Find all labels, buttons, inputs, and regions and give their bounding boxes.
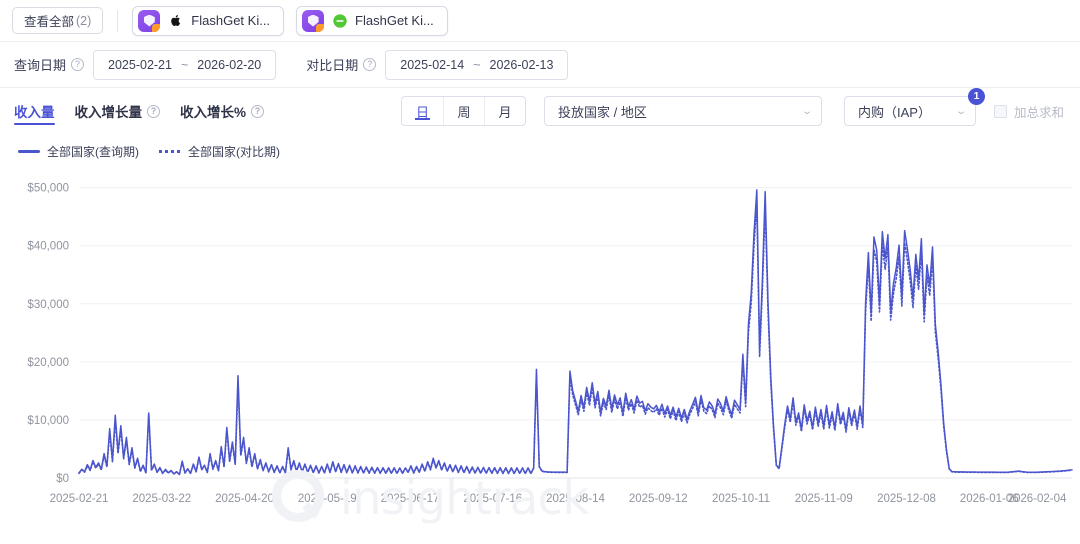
granularity-month[interactable]: 月	[483, 97, 525, 125]
app-chip-android[interactable]: FlashGet Ki...	[296, 5, 448, 36]
range-separator: ~	[473, 57, 481, 72]
legend-item-compare[interactable]: 全部国家(对比期)	[159, 143, 280, 160]
view-all-label: 查看全部	[24, 15, 75, 29]
app-logo-icon	[138, 9, 161, 32]
help-icon[interactable]: ?	[363, 58, 377, 71]
x-axis-tick-label: 2025-11-09	[795, 493, 853, 505]
x-axis-tick-label: 2025-10-11	[712, 493, 770, 505]
help-icon[interactable]: ?	[71, 58, 85, 71]
legend-dotted-swatch-icon	[159, 149, 181, 153]
compare-date-label: 对比日期	[306, 58, 359, 73]
country-region-select[interactable]: 投放国家 / 地区 ⌄	[543, 96, 822, 126]
apple-icon	[167, 12, 184, 29]
metric-tab-bar: 收入量 收入增长量 ? 收入增长% ? 日 周 月 投放国家 / 地区 ⌄ 1 …	[0, 88, 1080, 134]
help-icon[interactable]: ?	[147, 104, 160, 118]
y-axis-tick-label: $40,000	[27, 241, 69, 253]
chevron-down-icon: ⌄	[801, 105, 813, 117]
app-chip-label: FlashGet Ki...	[191, 13, 271, 28]
view-all-button[interactable]: 查看全部 (2)	[12, 7, 104, 34]
granularity-week[interactable]: 周	[442, 97, 484, 125]
granularity-segmented-control: 日 周 月	[400, 96, 526, 126]
date-filter-bar: 查询日期 ? 2025-02-21 ~ 2026-02-20 对比日期 ? 20…	[0, 42, 1080, 88]
x-axis-tick-label: 2025-12-08	[877, 493, 936, 505]
x-axis-tick-label: 2026-02-04	[1008, 493, 1067, 505]
y-axis-tick-label: $0	[56, 473, 69, 485]
sum-total-label: 加总求和	[1013, 105, 1064, 120]
x-axis-tick-label: 2025-09-12	[629, 493, 688, 505]
y-axis-tick-label: $30,000	[27, 299, 69, 311]
tab-label: 收入增长%	[180, 105, 247, 120]
x-axis-tick-label: 2025-02-21	[50, 493, 109, 505]
series-line-query	[78, 189, 1073, 476]
revenue-type-select[interactable]: 1 内购（IAP） ⌄	[843, 88, 985, 126]
y-axis-tick-label: $20,000	[27, 357, 69, 369]
x-axis-tick-label: 2026-01-06	[960, 493, 1019, 505]
help-icon[interactable]: ?	[251, 104, 265, 118]
chart-legend: 全部国家(查询期) 全部国家(对比期)	[0, 134, 1080, 162]
view-all-count: (2)	[76, 13, 92, 28]
query-date-range-picker[interactable]: 2025-02-21 ~ 2026-02-20	[93, 49, 277, 80]
app-chip-label: FlashGet Ki...	[355, 13, 434, 28]
x-axis-tick-label: 2025-08-14	[546, 493, 605, 505]
tab-label: 收入量	[14, 105, 55, 120]
x-axis-tick-label: 2025-04-20	[215, 493, 274, 505]
x-axis-tick-label: 2025-07-16	[463, 493, 522, 505]
y-axis-tick-label: $10,000	[27, 415, 69, 427]
query-date-start: 2025-02-21	[108, 57, 172, 72]
tab-revenue-growth-pct[interactable]: 收入增长% ?	[180, 88, 265, 134]
checkbox-box-icon[interactable]	[993, 104, 1007, 118]
revenue-type-value: 内购（IAP）	[857, 104, 931, 120]
legend-item-query[interactable]: 全部国家(查询期)	[18, 143, 139, 160]
compare-date-range-picker[interactable]: 2025-02-14 ~ 2026-02-13	[385, 49, 569, 80]
country-region-value: 投放国家 / 地区	[557, 104, 647, 120]
app-selector-bar: 查看全部 (2) FlashGet Ki... FlashGet Ki...	[0, 0, 1080, 42]
chevron-down-icon: ⌄	[955, 105, 967, 117]
filter-count-badge: 1	[967, 88, 985, 105]
tab-revenue[interactable]: 收入量	[14, 88, 55, 134]
android-icon	[331, 12, 348, 29]
query-date-label: 查询日期	[14, 58, 67, 73]
x-axis-tick-label: 2025-05-19	[298, 493, 357, 505]
revenue-line-chart[interactable]: insightrack $0 $10,000 $20,000 $30,000 $40,0…	[0, 162, 1080, 525]
query-date-end: 2026-02-20	[197, 57, 262, 72]
app-logo-icon	[302, 9, 325, 32]
legend-label: 全部国家(查询期)	[47, 144, 139, 159]
x-axis-tick-label: 2025-03-22	[132, 493, 191, 505]
compare-date-end: 2026-02-13	[489, 57, 554, 72]
granularity-day[interactable]: 日	[402, 97, 443, 125]
series-line-compare	[78, 203, 1073, 476]
range-separator: ~	[180, 57, 189, 72]
x-axis-tick-label: 2025-06-17	[381, 493, 440, 505]
app-chip-ios[interactable]: FlashGet Ki...	[132, 5, 285, 36]
legend-label: 全部国家(对比期)	[188, 144, 280, 159]
divider	[117, 9, 119, 32]
legend-solid-swatch-icon	[18, 149, 40, 153]
chart-canvas: $0 $10,000 $20,000 $30,000 $40,000 $50,000 202…	[27, 183, 1073, 505]
tab-label: 收入增长量	[74, 105, 143, 120]
y-axis-tick-label: $50,000	[27, 183, 69, 195]
tab-revenue-growth[interactable]: 收入增长量 ?	[74, 88, 160, 134]
compare-date-start: 2025-02-14	[400, 57, 465, 72]
sum-total-checkbox[interactable]: 加总求和	[993, 102, 1064, 121]
